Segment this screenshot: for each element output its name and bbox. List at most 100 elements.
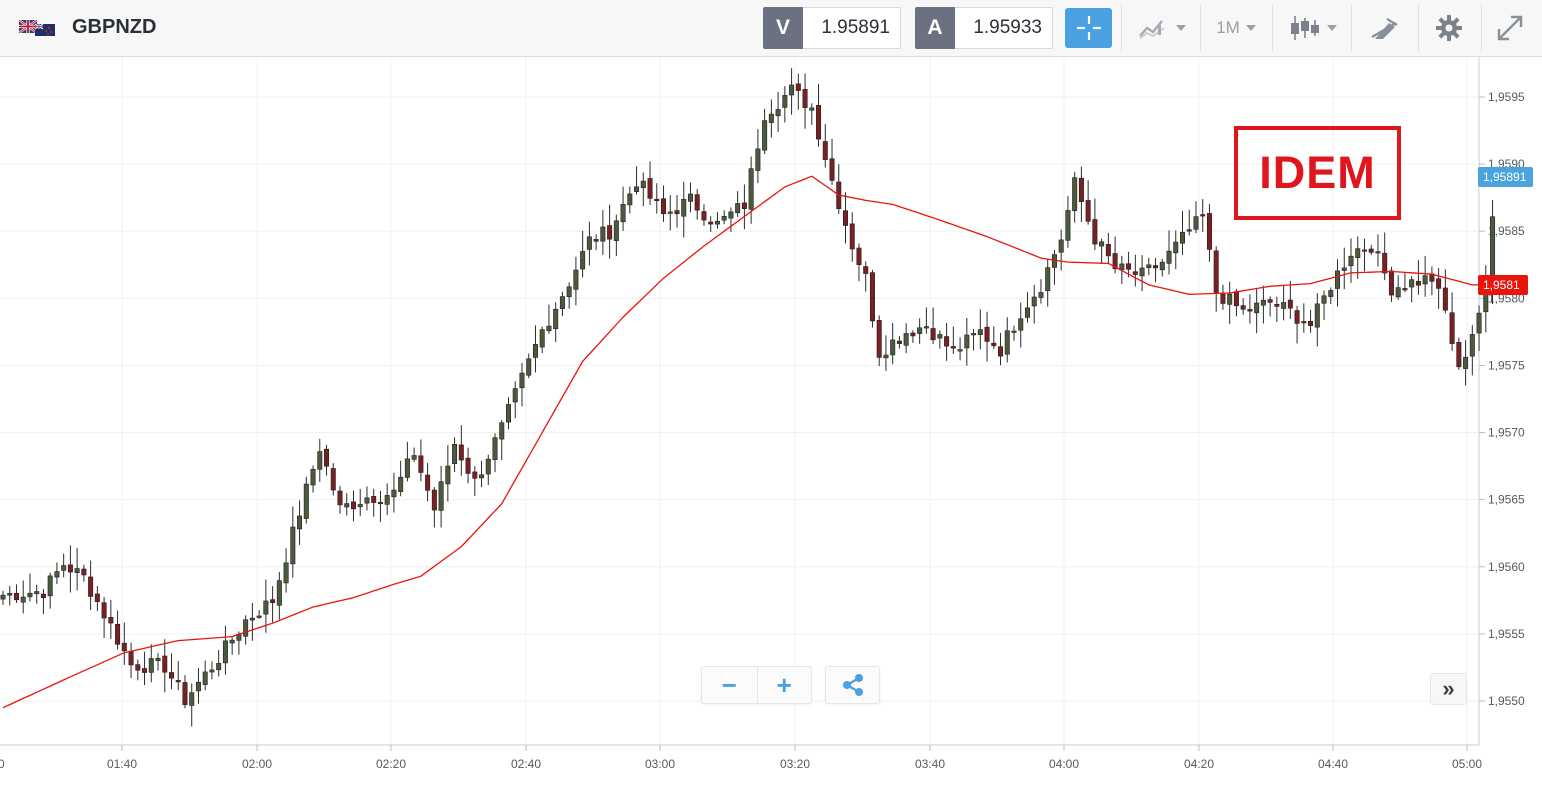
candle-body <box>1308 320 1314 327</box>
drawing-tools-button[interactable] <box>1358 0 1410 56</box>
candle-body <box>324 448 330 467</box>
candle-body <box>1045 267 1051 291</box>
candle-body <box>249 617 255 621</box>
candle-body <box>1382 252 1388 274</box>
flag-gb-nz-icon <box>19 20 55 36</box>
zoom-out-button[interactable]: − <box>721 669 737 700</box>
candle-body <box>1463 356 1469 369</box>
scroll-to-latest-button[interactable]: » <box>1430 673 1467 705</box>
x-axis-tick-label: 04:20 <box>1184 757 1214 771</box>
candle-body <box>762 120 768 151</box>
candle-body <box>849 223 855 250</box>
symbol-title: GBPNZD <box>72 16 157 38</box>
x-axis-tick-label: 03:40 <box>915 757 945 771</box>
candle-body <box>1193 216 1199 230</box>
candle-body <box>108 617 114 624</box>
candle-body <box>856 247 862 266</box>
share-icon <box>842 674 863 696</box>
candle-body <box>546 325 552 332</box>
candle-body <box>728 211 734 219</box>
candle-body <box>1415 280 1421 286</box>
candle-body <box>661 198 667 215</box>
candle-body <box>883 354 889 359</box>
candle-body <box>162 655 168 673</box>
candle-body <box>903 333 909 346</box>
candle-body <box>182 682 188 705</box>
timeframe-select[interactable]: 1M <box>1206 0 1266 56</box>
candle-body <box>479 474 485 479</box>
gear-icon <box>1436 15 1462 41</box>
candle-body <box>1233 291 1239 307</box>
chart-type-button[interactable] <box>1282 0 1344 56</box>
candle-body <box>1260 299 1266 306</box>
chevron-down-icon <box>1245 25 1256 31</box>
drawing-tools-icon <box>1371 18 1398 39</box>
candle-body <box>957 349 963 352</box>
toolbar-divider <box>1121 4 1122 52</box>
y-axis-tick-label: 1,9575 <box>1488 358 1525 372</box>
candle-body <box>580 251 586 270</box>
candle-body <box>1139 267 1145 277</box>
fullscreen-icon <box>1497 15 1523 41</box>
indicators-button[interactable] <box>1130 0 1194 56</box>
candle-body <box>195 681 201 692</box>
crosshair-button[interactable] <box>1065 8 1112 48</box>
candle-body <box>1422 275 1428 285</box>
candle-body <box>1456 341 1462 368</box>
candle-body <box>1409 279 1415 288</box>
sell-quote-button[interactable]: V 1.95891 <box>763 7 901 49</box>
candle-body <box>1072 177 1078 212</box>
candle-body <box>34 591 40 595</box>
candle-body <box>526 358 532 376</box>
candle-body <box>1024 307 1030 318</box>
candle-body <box>283 562 289 584</box>
candle-body <box>1092 219 1098 245</box>
y-axis-tick-label: 1,9565 <box>1488 493 1525 507</box>
y-axis-tick-label: 1,9560 <box>1488 560 1525 574</box>
candle-body <box>863 266 869 274</box>
candle-body <box>485 458 491 475</box>
candle-body <box>27 592 33 598</box>
timeframe-label: 1M <box>1216 18 1240 37</box>
share-button[interactable] <box>825 666 880 704</box>
candle-body <box>1281 302 1287 309</box>
candle-body <box>67 564 73 573</box>
price-chart[interactable]: 1,9595 1,9590 1,9585 1,9580 1,9575 1,9570 1,95… <box>0 57 1542 785</box>
candle-body <box>74 568 80 573</box>
y-axis-tick-label: 1,9550 <box>1488 694 1525 708</box>
candle-body <box>169 672 175 679</box>
x-axis-tick-label: 02:00 <box>242 757 272 771</box>
toolbar-divider <box>1481 4 1482 52</box>
fullscreen-button[interactable] <box>1486 0 1534 56</box>
candle-body <box>674 210 680 215</box>
candle-body <box>1065 210 1071 241</box>
candle-body <box>431 489 437 511</box>
candle-body <box>977 329 983 335</box>
candle-body <box>755 148 761 171</box>
buy-quote-button[interactable]: A 1.95933 <box>915 7 1053 49</box>
candle-body <box>371 495 377 503</box>
candle-body <box>998 346 1004 357</box>
candle-body <box>984 326 990 342</box>
candle-body <box>1018 318 1024 331</box>
moving-average-line <box>2 175 1493 709</box>
candle-body <box>519 372 525 389</box>
y-axis-tick-label: 1,9570 <box>1488 426 1525 440</box>
candle-body <box>573 269 579 290</box>
toolbar-divider <box>1351 4 1352 52</box>
candle-body <box>209 669 215 673</box>
candle-body <box>1119 263 1125 271</box>
candle-body <box>7 593 13 596</box>
candle-body <box>263 600 269 615</box>
candle-body <box>384 495 390 505</box>
candlestick-chart-svg[interactable]: 1,95951,95901,95851,95801,95751,95701,95… <box>0 57 1542 785</box>
candle-body <box>539 329 545 348</box>
settings-button[interactable] <box>1424 0 1474 56</box>
candle-body <box>1058 239 1064 253</box>
candle-body <box>681 199 687 217</box>
zoom-in-button[interactable]: + <box>756 667 812 703</box>
candle-body <box>1254 302 1260 314</box>
candle-body <box>694 194 700 211</box>
candle-body <box>876 320 882 358</box>
candle-body <box>101 602 107 619</box>
